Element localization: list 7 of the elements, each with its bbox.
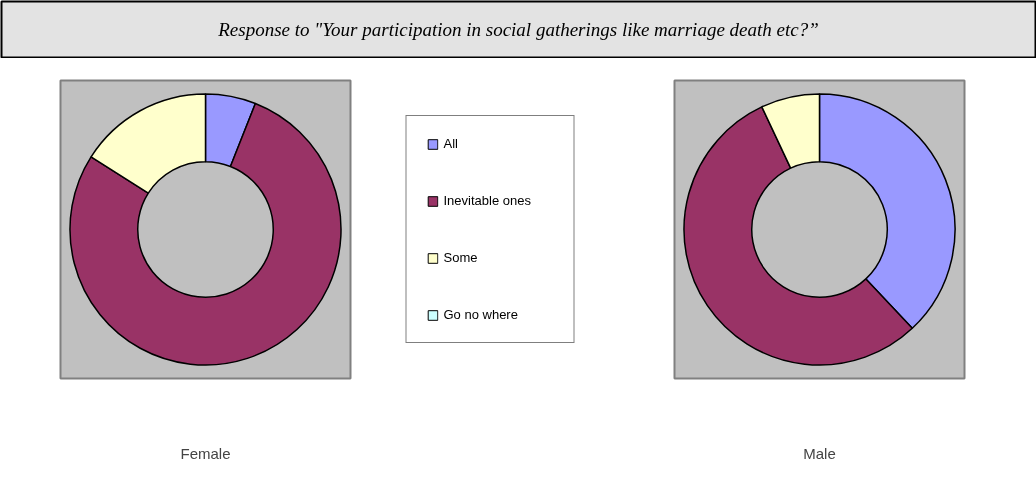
legend-label: Some <box>443 250 479 265</box>
chart-title: Response to "Your participation in social gatherings like marriage death etc?” <box>217 19 819 40</box>
legend-label: Go no where <box>443 307 519 322</box>
text: Female <box>180 444 231 462</box>
legend-label: All <box>443 136 459 151</box>
text: Male <box>803 444 836 462</box>
legend-label: Inevitable ones <box>443 193 532 208</box>
